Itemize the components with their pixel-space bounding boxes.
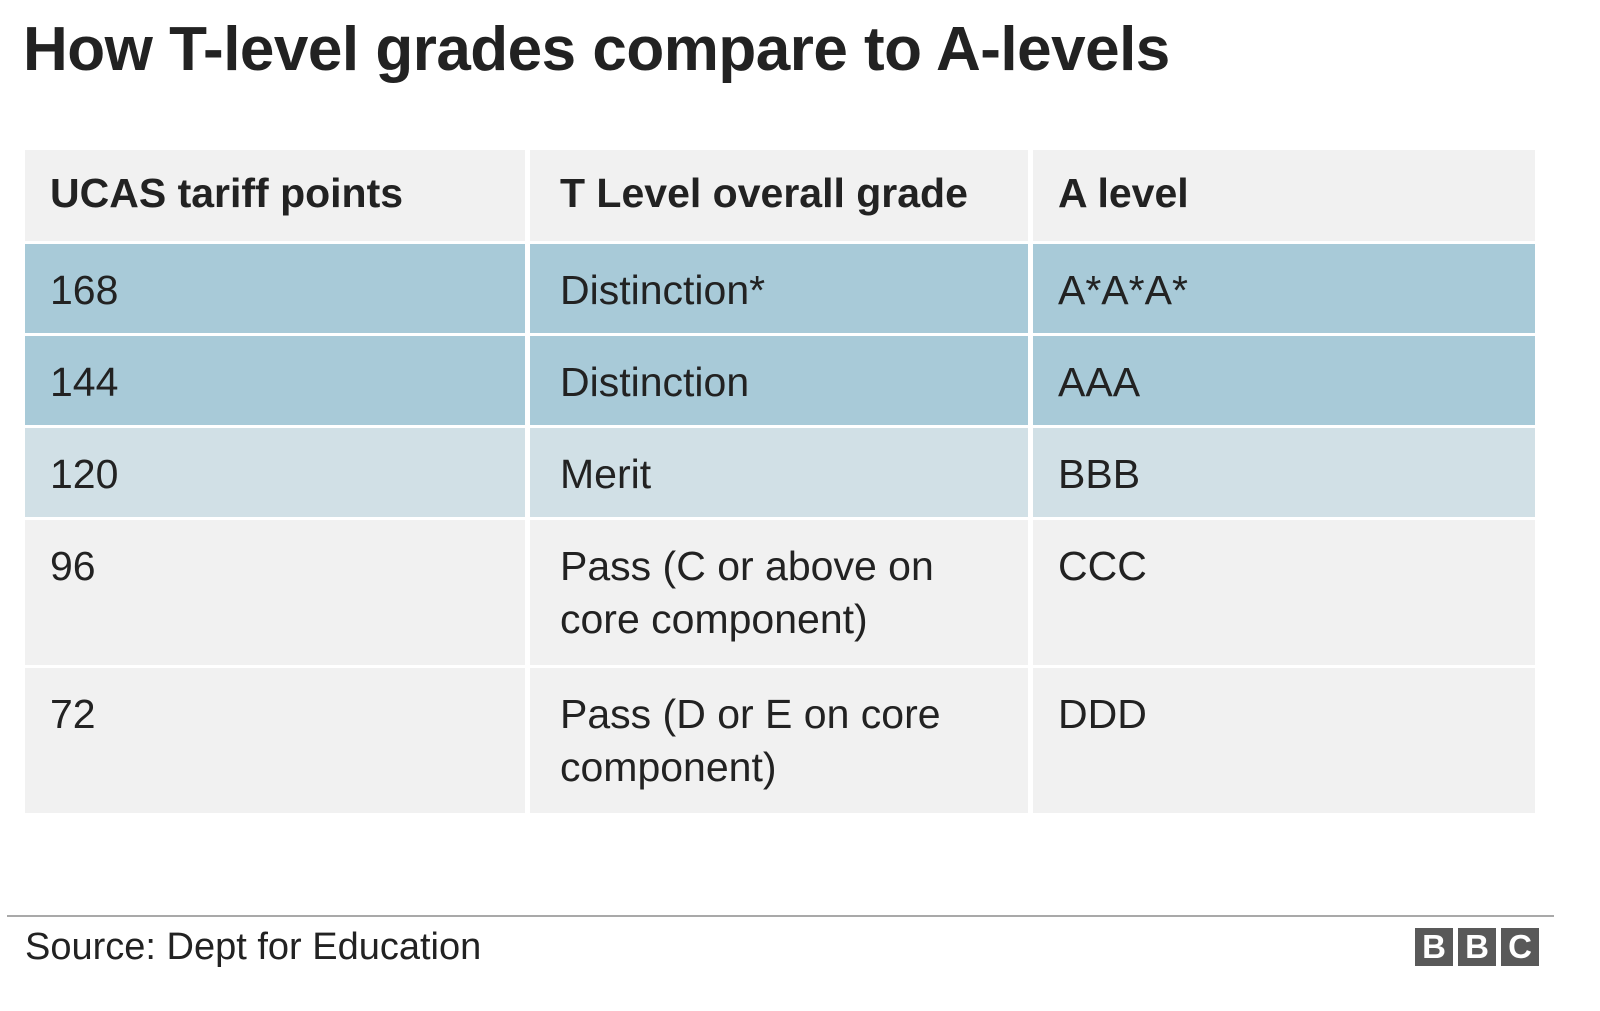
cell-ucas-points: 72	[25, 668, 530, 816]
cell-a-level: DDD	[1033, 668, 1535, 816]
cell-t-level-grade: Distinction*	[530, 244, 1033, 336]
cell-a-level: A*A*A*	[1033, 244, 1535, 336]
bbc-logo-block: B	[1458, 928, 1496, 966]
cell-ucas-points: 120	[25, 428, 530, 520]
footer-divider	[7, 915, 1554, 917]
table-row: 144 Distinction AAA	[25, 336, 1535, 428]
table-row: 120 Merit BBB	[25, 428, 1535, 520]
chart-title: How T-level grades compare to A-levels	[23, 15, 1170, 84]
table-row: 72 Pass (D or E on core component) DDD	[25, 668, 1535, 816]
cell-t-level-grade: Pass (D or E on core component)	[530, 668, 1033, 816]
bbc-logo-block: C	[1501, 928, 1539, 966]
cell-a-level: BBB	[1033, 428, 1535, 520]
cell-ucas-points: 96	[25, 520, 530, 668]
grade-comparison-table: UCAS tariff points T Level overall grade…	[25, 150, 1535, 816]
column-header-ucas-points: UCAS tariff points	[25, 150, 530, 244]
source-note: Source: Dept for Education	[25, 926, 482, 968]
cell-ucas-points: 168	[25, 244, 530, 336]
column-header-a-level: A level	[1033, 150, 1535, 244]
column-header-t-level-grade: T Level overall grade	[530, 150, 1033, 244]
cell-t-level-grade: Distinction	[530, 336, 1033, 428]
bbc-logo-block: B	[1415, 928, 1453, 966]
cell-a-level: AAA	[1033, 336, 1535, 428]
cell-t-level-grade: Pass (C or above on core component)	[530, 520, 1033, 668]
bbc-logo: B B C	[1415, 928, 1539, 966]
cell-a-level: CCC	[1033, 520, 1535, 668]
table-row: 96 Pass (C or above on core component) C…	[25, 520, 1535, 668]
table-header-row: UCAS tariff points T Level overall grade…	[25, 150, 1535, 244]
table-row: 168 Distinction* A*A*A*	[25, 244, 1535, 336]
cell-ucas-points: 144	[25, 336, 530, 428]
cell-t-level-grade: Merit	[530, 428, 1033, 520]
